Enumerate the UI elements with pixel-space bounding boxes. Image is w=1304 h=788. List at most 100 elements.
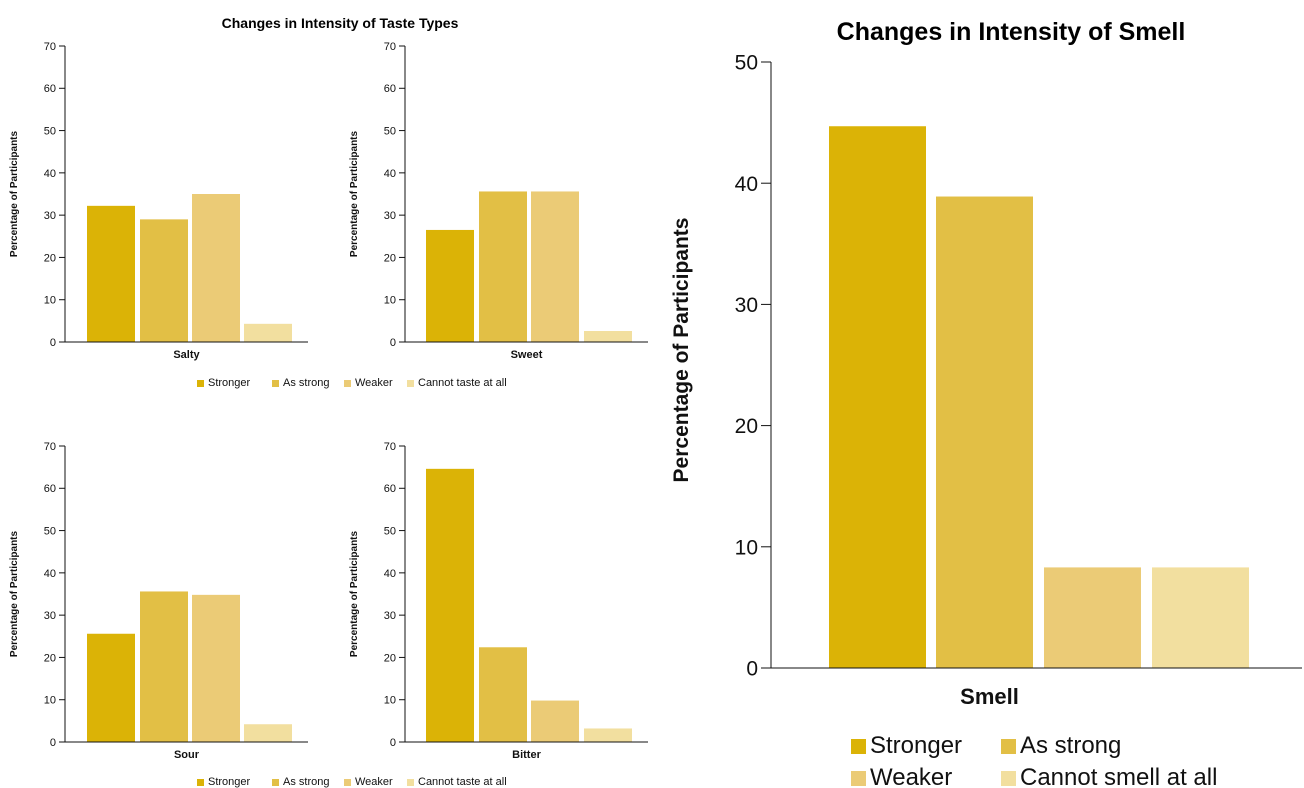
y-tick-label: 10 bbox=[735, 536, 758, 559]
bar-salty-as-strong bbox=[140, 219, 188, 342]
y-tick-label: 50 bbox=[735, 52, 758, 75]
y-tick-label: 50 bbox=[384, 126, 396, 138]
y-tick-label: 0 bbox=[390, 737, 396, 749]
y-axis-label: Percentage of Participants bbox=[9, 130, 20, 257]
smell-legend: Stronger As strong Weaker Cannot smell at a… bbox=[851, 732, 1217, 788]
y-tick-label: 40 bbox=[735, 173, 758, 196]
y-tick-label: 70 bbox=[44, 441, 56, 453]
legend-swatch bbox=[1001, 771, 1016, 786]
y-tick-label: 40 bbox=[384, 568, 396, 580]
taste-legend-top: Stronger As strong Weaker Cannot taste at a… bbox=[197, 377, 507, 389]
y-tick-label: 50 bbox=[44, 526, 56, 538]
y-tick-label: 0 bbox=[746, 658, 758, 681]
smell-panel-title: Changes in Intensity of Smell bbox=[837, 18, 1186, 46]
legend-label: Weaker bbox=[355, 776, 393, 788]
taste-legend-bottom: Stronger As strong Weaker Cannot taste at a… bbox=[197, 776, 507, 788]
bar-bitter-cannot-taste-at-all bbox=[584, 728, 632, 742]
legend-label: As strong bbox=[1020, 732, 1121, 759]
legend-label: Stronger bbox=[870, 732, 962, 759]
chart-salty: 0 10 20 30 40 50 60 70 Salty Percentage of Partic… bbox=[9, 41, 308, 361]
legend-swatch bbox=[851, 739, 866, 754]
y-tick-label: 70 bbox=[384, 441, 396, 453]
taste-panel-title: Changes in Intensity of Taste Types bbox=[222, 15, 459, 31]
x-axis-label: Salty bbox=[173, 349, 200, 361]
chart-sweet: 0 10 20 30 40 50 60 70 Sweet Percentage of Partic… bbox=[349, 41, 648, 361]
legend-swatch bbox=[344, 380, 351, 387]
legend-label: As strong bbox=[283, 377, 329, 389]
x-axis-label: Sour bbox=[174, 749, 200, 761]
bar-bitter-stronger bbox=[426, 468, 474, 742]
y-tick-label: 70 bbox=[44, 41, 56, 53]
bar-sour-as-strong bbox=[140, 591, 188, 742]
bar-sour-cannot-taste-at-all bbox=[244, 724, 292, 742]
y-tick-label: 20 bbox=[44, 252, 56, 264]
legend-swatch bbox=[272, 779, 279, 786]
y-tick-label: 20 bbox=[384, 652, 396, 664]
y-tick-label: 40 bbox=[384, 168, 396, 180]
legend-label: Cannot smell at all bbox=[1020, 764, 1217, 788]
bar-smell-weaker bbox=[1044, 567, 1141, 668]
legend-label: Cannot taste at all bbox=[418, 377, 507, 389]
legend-swatch bbox=[197, 779, 204, 786]
y-tick-label: 40 bbox=[44, 568, 56, 580]
bar-smell-as-strong bbox=[936, 196, 1033, 669]
y-tick-label: 50 bbox=[384, 526, 396, 538]
legend-label: Stronger bbox=[208, 377, 251, 389]
chart-smell: 0 10 20 30 40 50 Smell Percentage of Participan… bbox=[670, 52, 1302, 709]
legend-swatch bbox=[407, 380, 414, 387]
legend-swatch bbox=[272, 380, 279, 387]
y-tick-label: 30 bbox=[44, 610, 56, 622]
bar-sweet-stronger bbox=[426, 229, 474, 342]
legend-label: As strong bbox=[283, 776, 329, 788]
y-tick-label: 40 bbox=[44, 168, 56, 180]
y-axis-label: Percentage of Participants bbox=[349, 530, 360, 657]
bar-sweet-cannot-taste-at-all bbox=[584, 331, 632, 342]
bar-bitter-weaker bbox=[531, 700, 579, 742]
legend-label: Stronger bbox=[208, 776, 251, 788]
y-tick-label: 10 bbox=[44, 695, 56, 707]
legend-label: Cannot taste at all bbox=[418, 776, 507, 788]
bar-bitter-as-strong bbox=[479, 647, 527, 742]
y-axis-label: Percentage of Participants bbox=[670, 218, 693, 483]
y-tick-label: 70 bbox=[384, 41, 396, 53]
x-axis-label: Bitter bbox=[512, 749, 541, 761]
y-tick-label: 30 bbox=[735, 294, 758, 317]
y-tick-label: 0 bbox=[50, 337, 56, 349]
bar-sweet-weaker bbox=[531, 191, 579, 342]
y-tick-label: 20 bbox=[44, 652, 56, 664]
y-tick-label: 30 bbox=[384, 210, 396, 222]
y-axis-label: Percentage of Participants bbox=[9, 530, 20, 657]
y-tick-label: 60 bbox=[384, 83, 396, 95]
x-axis-label: Sweet bbox=[511, 349, 543, 361]
y-tick-label: 60 bbox=[44, 483, 56, 495]
y-axis-label: Percentage of Participants bbox=[349, 130, 360, 257]
legend-label: Weaker bbox=[355, 377, 393, 389]
bar-sour-weaker bbox=[192, 594, 240, 742]
bar-smell-stronger bbox=[829, 126, 926, 668]
y-tick-label: 60 bbox=[384, 483, 396, 495]
legend-swatch bbox=[1001, 739, 1016, 754]
bar-smell-cannot-smell-at-all bbox=[1152, 567, 1249, 668]
y-tick-label: 20 bbox=[735, 415, 758, 438]
bar-sour-stronger bbox=[87, 633, 135, 742]
legends-layer: Stronger As strong Weaker Cannot taste at a… bbox=[197, 377, 1217, 788]
legend-swatch bbox=[197, 380, 204, 387]
y-tick-label: 10 bbox=[44, 295, 56, 307]
legend-swatch bbox=[851, 771, 866, 786]
y-tick-label: 0 bbox=[50, 737, 56, 749]
y-tick-label: 30 bbox=[384, 610, 396, 622]
y-tick-label: 50 bbox=[44, 126, 56, 138]
y-tick-label: 0 bbox=[390, 337, 396, 349]
y-tick-label: 60 bbox=[44, 83, 56, 95]
chart-bitter: 0 10 20 30 40 50 60 70 Bitter Percentage of Parti… bbox=[349, 441, 648, 761]
charts-layer: 0 10 20 30 40 50 60 70 Salty Percentage of Partic… bbox=[9, 41, 1302, 761]
bar-sweet-as-strong bbox=[479, 191, 527, 342]
bar-salty-cannot-taste-at-all bbox=[244, 323, 292, 342]
y-tick-label: 10 bbox=[384, 295, 396, 307]
chart-sour: 0 10 20 30 40 50 60 70 Sour Percentage of Partici… bbox=[9, 441, 308, 761]
legend-swatch bbox=[407, 779, 414, 786]
y-tick-label: 10 bbox=[384, 695, 396, 707]
y-tick-label: 20 bbox=[384, 252, 396, 264]
y-tick-label: 30 bbox=[44, 210, 56, 222]
